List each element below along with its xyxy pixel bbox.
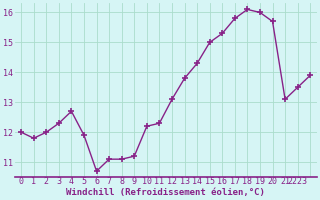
X-axis label: Windchill (Refroidissement éolien,°C): Windchill (Refroidissement éolien,°C): [66, 188, 265, 197]
